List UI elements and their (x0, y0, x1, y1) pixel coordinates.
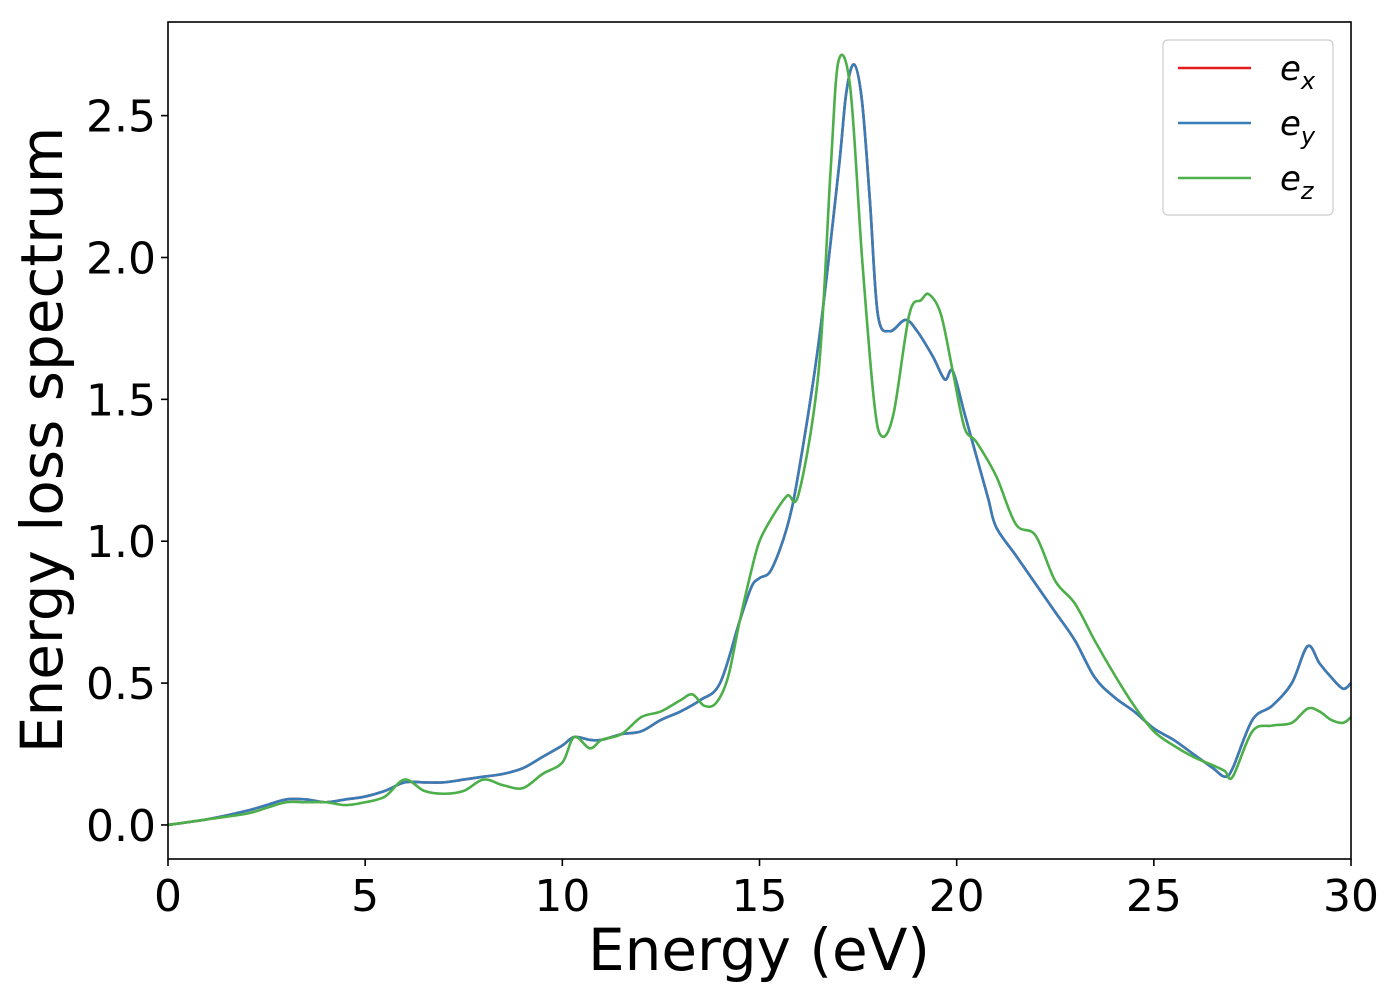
legend-label-base: e (1280, 104, 1301, 144)
legend-frame (1162, 39, 1334, 216)
legend-label-e-y: ey (1280, 104, 1316, 150)
series-line-e-y (168, 63, 1351, 827)
y-tick-label: 1.5 (86, 375, 156, 426)
x-tick-label: 15 (732, 871, 788, 922)
x-tick-label: 25 (1126, 871, 1182, 922)
series-line-e-z (168, 53, 1351, 827)
legend-label-e-x: ex (1280, 49, 1316, 95)
legend-label-base: e (1280, 159, 1301, 199)
x-tick-label: 10 (534, 871, 590, 922)
y-tick-label: 0.5 (86, 659, 156, 710)
y-tick-label: 2.5 (86, 92, 156, 143)
legend-label-base: e (1280, 49, 1301, 89)
x-tick-label: 0 (154, 871, 182, 922)
x-tick-label: 20 (929, 871, 985, 922)
x-axis-label: Energy (eV) (588, 916, 930, 984)
x-tick-label: 5 (351, 871, 379, 922)
legend-label-subscript: x (1300, 67, 1316, 95)
x-tick-label: 30 (1323, 871, 1379, 922)
y-tick-label: 2.0 (86, 233, 156, 284)
legend-label-subscript: z (1300, 177, 1315, 205)
x-axis: 0 5 10 15 20 25 30 (154, 859, 1379, 922)
series-layer (168, 53, 1351, 827)
y-axis: 0.0 0.5 1.0 1.5 2.0 2.5 (86, 92, 168, 852)
y-tick-label: 0.0 (86, 801, 156, 852)
legend-label-subscript: y (1300, 122, 1316, 150)
y-axis-label: Energy loss spectrum (8, 127, 76, 753)
legend-label-e-z: ez (1280, 159, 1315, 205)
y-tick-label: 1.0 (86, 517, 156, 568)
